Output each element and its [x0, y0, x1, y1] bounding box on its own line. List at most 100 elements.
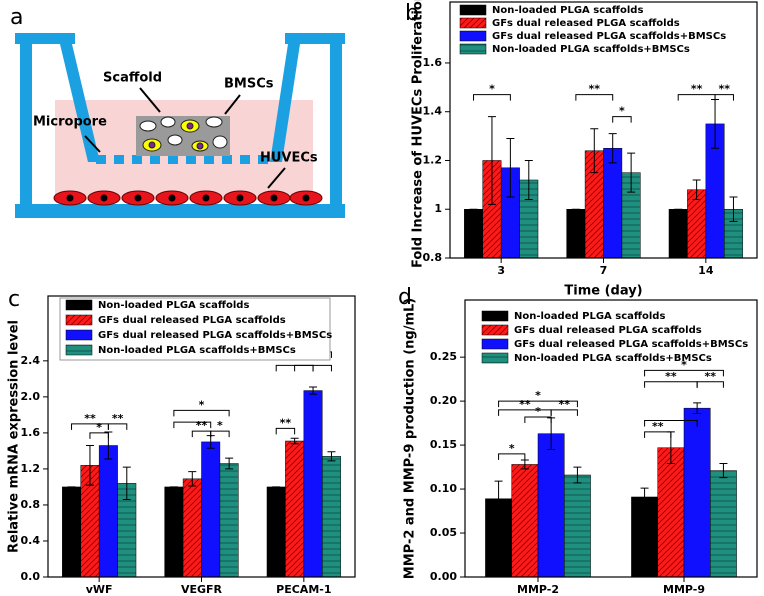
bar [322, 456, 341, 578]
legend-swatch [65, 329, 93, 341]
x-tick-label: 7 [600, 264, 608, 277]
annotation: * [217, 419, 223, 432]
bar [182, 478, 202, 578]
bracket [575, 94, 614, 101]
bar [266, 486, 286, 578]
bracket [524, 416, 552, 423]
error-bar [494, 480, 503, 517]
x-axis-label: Time (day) [564, 284, 642, 299]
bar [164, 486, 184, 578]
legend-label: GFs dual released PLGA scaffolds+BMSCs [514, 339, 748, 350]
huvecs [53, 190, 323, 206]
x-tick-label: MMP-9 [663, 583, 705, 596]
error-bar [640, 487, 649, 507]
annotation: ** [280, 416, 292, 429]
legend-label: Non-loaded PLGA scaffolds+BMSCs [98, 345, 296, 356]
diagram-label: BMSCs [224, 77, 274, 92]
bracket [312, 364, 332, 372]
well-wall [20, 40, 32, 212]
legend-swatch [459, 43, 487, 55]
panel-label: a [10, 5, 23, 30]
legend-swatch [481, 310, 509, 322]
annotation: ** [691, 83, 703, 96]
bar [710, 470, 737, 578]
diagram-label: Scaffold [103, 71, 162, 86]
y-tick-label: 0.00 [430, 570, 457, 583]
diagram-label: HUVECs [260, 151, 318, 166]
bar [464, 208, 483, 259]
y-tick-label: 0.05 [430, 526, 457, 539]
annotation: * [199, 398, 205, 411]
bar [537, 433, 565, 578]
error-bar [309, 386, 318, 395]
bracket [173, 409, 230, 417]
annotation: ** [519, 398, 531, 411]
error-bar [122, 466, 131, 501]
legend-label: Non-loaded PLGA scaffolds [514, 311, 665, 322]
legend-swatch [459, 30, 487, 42]
y-tick-label: 0.8 [21, 498, 41, 511]
error-bar [719, 463, 728, 479]
plot-frame [464, 299, 758, 578]
annotation: ** [559, 398, 571, 411]
error-bar [85, 445, 94, 486]
insert-wall [15, 33, 100, 162]
error-bar [693, 402, 702, 414]
annotation: ** [705, 370, 717, 383]
y-tick-label: 1 [434, 202, 442, 215]
annotation: ** [665, 370, 677, 383]
x-tick-label: 3 [497, 264, 505, 277]
plot-frame [449, 1, 758, 259]
bar [511, 464, 539, 578]
error-bar [627, 152, 636, 193]
error-bar [487, 116, 496, 205]
bar [62, 486, 81, 578]
bracket [644, 419, 698, 427]
bar [564, 474, 591, 578]
legend-label: Non-loaded PLGA scaffolds+BMSCs [492, 44, 690, 55]
error-bar [573, 466, 582, 484]
y-axis-label: MMP-2 and MMP-9 production (ng/mL) [403, 298, 418, 579]
x-tick-label: PECAM-1 [276, 583, 331, 596]
legend-swatch [65, 314, 93, 326]
bracket [173, 421, 212, 429]
annotation: ** [112, 412, 124, 425]
annotation: ** [196, 419, 208, 432]
annotation: * [619, 105, 625, 118]
bar [657, 447, 685, 578]
y-tick-label: 2.0 [21, 390, 41, 403]
bar [201, 441, 221, 578]
y-axis-label: Fold Increase of HUVECs Proliferation [411, 0, 426, 268]
error-bar [290, 437, 299, 445]
y-axis-label: Relative mRNA expression level [7, 320, 22, 553]
legend-label: Non-loaded PLGA scaffolds [492, 5, 643, 16]
annotation: ** [718, 83, 730, 96]
annotation: ** [652, 420, 664, 433]
panel-label: d [398, 285, 412, 310]
bracket [498, 453, 526, 460]
annotation: * [489, 83, 495, 96]
y-tick-label: 1.2 [423, 153, 443, 166]
bar [98, 445, 118, 578]
y-tick-label: 1.4 [423, 105, 443, 118]
well-bottom [15, 204, 345, 218]
bracket [714, 94, 734, 101]
bracket [550, 409, 578, 416]
annotation: ** [589, 83, 601, 96]
bracket [644, 369, 724, 377]
membrane [96, 155, 268, 164]
bracket [89, 432, 109, 439]
annotation: * [681, 358, 687, 371]
bracket [498, 400, 578, 408]
error-bar [608, 133, 617, 164]
legend-label: GFs dual released PLGA scaffolds [98, 315, 286, 326]
legend-label: GFs dual released PLGA scaffolds [514, 325, 702, 336]
x-tick-label: MMP-2 [517, 583, 559, 596]
legend-swatch [65, 299, 93, 311]
y-tick-label: 0.20 [430, 394, 457, 407]
y-tick-label: 0.0 [21, 570, 41, 583]
error-bar [590, 128, 599, 174]
y-tick-label: 1.6 [423, 56, 443, 69]
error-bar [524, 159, 533, 200]
